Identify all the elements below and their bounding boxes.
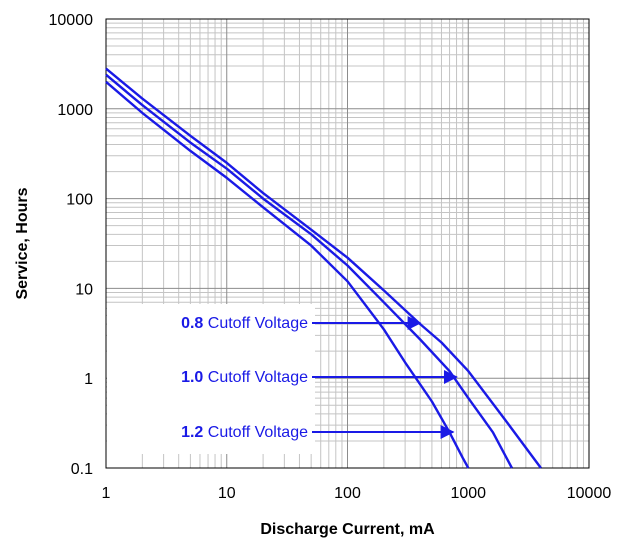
cutoff-voltage-label: 1.2 Cutoff Voltage bbox=[181, 424, 308, 441]
y-axis-title: Service, Hours bbox=[14, 187, 31, 299]
annotation-boxes bbox=[107, 304, 315, 454]
y-tick-labels: 10000 1000 100 10 1 0.1 bbox=[49, 12, 94, 478]
y-tick-label: 0.1 bbox=[71, 461, 93, 478]
x-tick-label: 1000 bbox=[450, 485, 486, 502]
x-tick-label: 10 bbox=[218, 485, 236, 502]
x-tick-labels: 1 10 100 1000 10000 bbox=[102, 485, 612, 502]
y-tick-label: 10 bbox=[75, 281, 93, 298]
annotation-label-background bbox=[107, 304, 315, 454]
x-tick-label: 10000 bbox=[567, 485, 612, 502]
series-line bbox=[105, 73, 513, 469]
annotations: 0.8 Cutoff Voltage 1.0 Cutoff Voltage 1.2 … bbox=[181, 315, 458, 441]
x-axis-title: Discharge Current, mA bbox=[260, 521, 435, 538]
cutoff-voltage-label: 1.0 Cutoff Voltage bbox=[181, 369, 308, 386]
y-tick-label: 1000 bbox=[57, 102, 93, 119]
y-tick-label: 10000 bbox=[49, 12, 94, 29]
series-line bbox=[105, 67, 542, 469]
x-tick-label: 1 bbox=[102, 485, 111, 502]
y-tick-label: 1 bbox=[84, 371, 93, 388]
cutoff-voltage-label: 0.8 Cutoff Voltage bbox=[181, 315, 308, 332]
plot-area-frame bbox=[105, 18, 590, 469]
x-tick-label: 100 bbox=[334, 485, 361, 502]
y-tick-label: 100 bbox=[66, 192, 93, 209]
